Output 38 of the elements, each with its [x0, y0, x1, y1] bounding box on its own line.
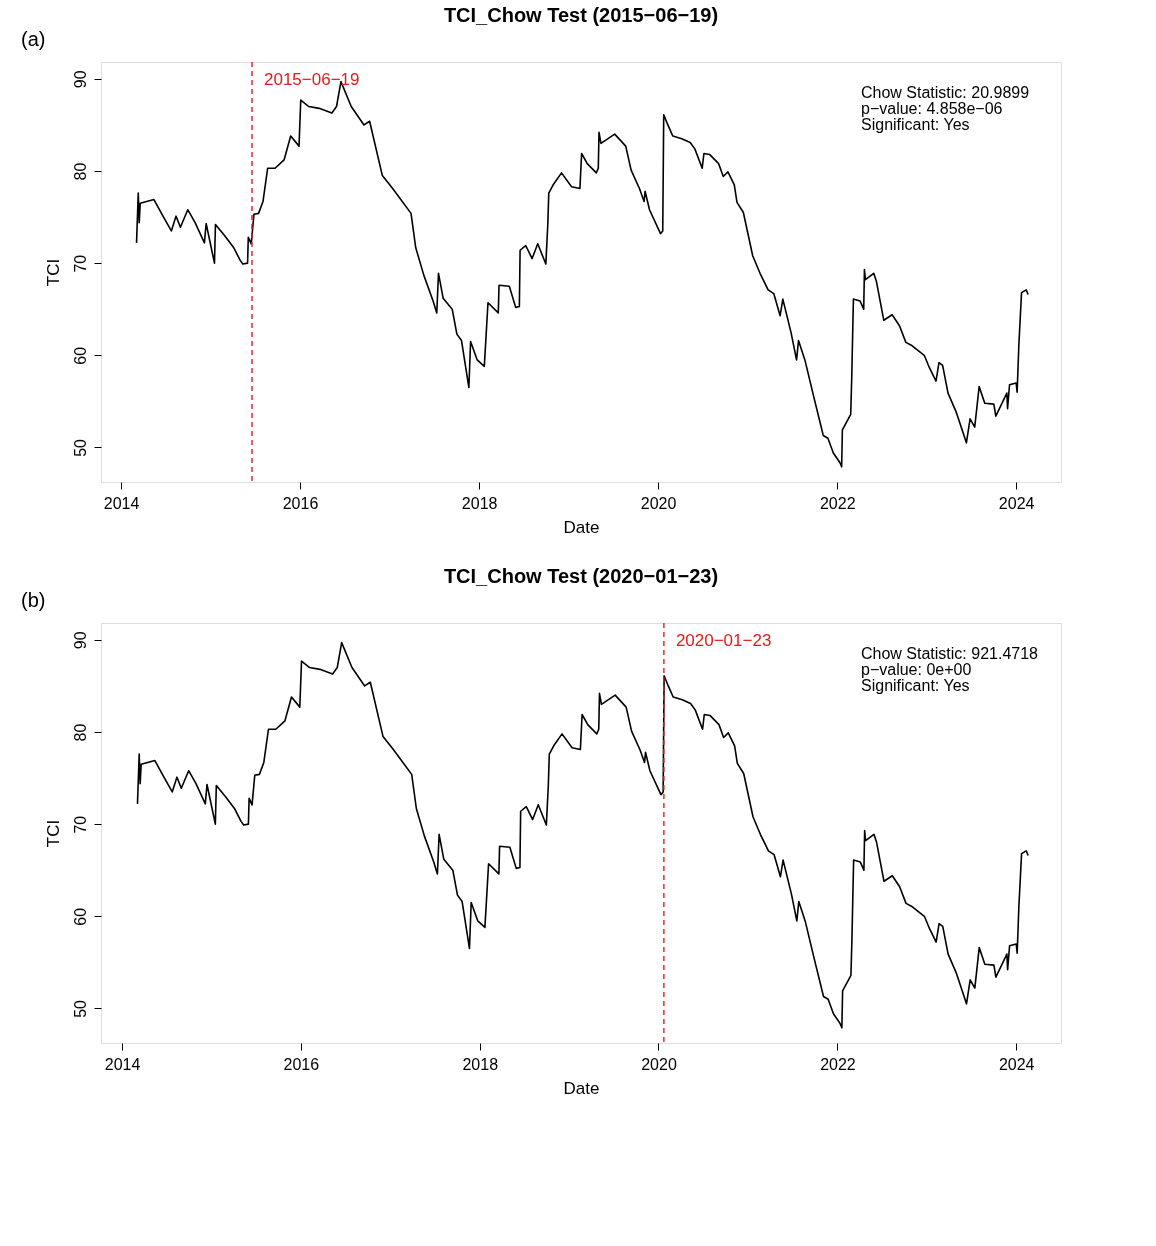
y-tick-label: 70: [71, 815, 89, 834]
ref-line-label: 2015−06−19: [263, 70, 360, 89]
annotation: p−value: 4.858e−06: [861, 100, 1003, 117]
text: (a): [21, 28, 46, 50]
y-tick-label: 80: [71, 723, 89, 742]
annotation: Chow Statistic: 921.4718: [861, 645, 1039, 662]
y-axis-title: TCI: [43, 258, 63, 287]
chart-title: TCI_Chow Test (2015−06−19): [443, 4, 719, 26]
annotation: Chow Statistic: 20.9899: [861, 84, 1030, 101]
x-tick-label: 2014: [103, 494, 140, 512]
annotation: Significant: Yes: [861, 677, 970, 694]
text: (b): [21, 589, 46, 611]
y-tick-label: 50: [71, 999, 89, 1018]
x-tick-label: 2016: [282, 494, 319, 512]
x-tick-label: 2018: [461, 494, 498, 512]
x-tick-label: 2022: [820, 1055, 856, 1073]
x-tick-label: 2022: [819, 494, 856, 512]
x-tick-label: 2020: [641, 1055, 677, 1073]
y-axis-title: TCI: [43, 819, 63, 848]
x-tick-label: 2024: [998, 1055, 1035, 1073]
chart-title: TCI_Chow Test (2020−01−23): [443, 565, 719, 587]
x-tick-label: 2016: [283, 1055, 320, 1073]
y-tick-label: 90: [71, 70, 89, 89]
ref-line-label: 2020−01−23: [675, 631, 772, 650]
annotation: p−value: 0e+00: [861, 661, 972, 678]
y-tick-label: 90: [71, 631, 89, 650]
y-tick-label: 50: [71, 438, 89, 457]
y-tick-label: 80: [71, 162, 89, 181]
x-tick-label: 2020: [640, 494, 677, 512]
x-axis-title: Date: [563, 1078, 600, 1098]
annotation: Significant: Yes: [861, 116, 970, 133]
y-tick-label: 60: [71, 907, 89, 926]
y-tick-label: 70: [71, 254, 89, 273]
x-tick-label: 2018: [462, 1055, 499, 1073]
x-tick-label: 2024: [998, 494, 1035, 512]
x-axis-title: Date: [563, 517, 600, 537]
y-tick-label: 60: [71, 346, 89, 365]
x-tick-label: 2014: [104, 1055, 141, 1073]
